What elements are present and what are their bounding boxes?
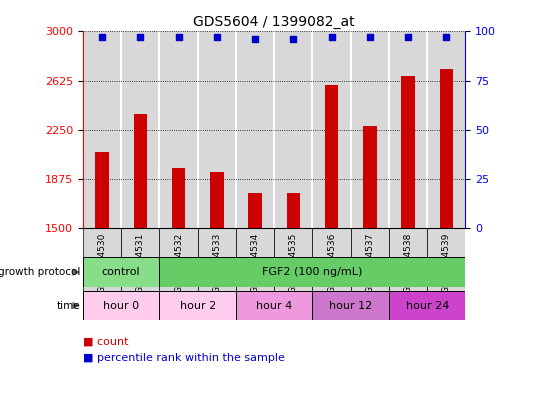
Bar — [389, 291, 465, 320]
Text: GSM1224537: GSM1224537 — [365, 233, 374, 294]
Point — [442, 34, 450, 40]
Bar — [389, 228, 427, 299]
Bar — [134, 114, 147, 228]
Bar — [83, 291, 159, 320]
Bar — [363, 126, 377, 228]
Point — [327, 34, 336, 40]
Point — [212, 34, 221, 40]
Bar — [236, 31, 274, 228]
Text: time: time — [57, 301, 80, 310]
Bar — [121, 228, 159, 299]
Text: GSM1224530: GSM1224530 — [97, 233, 106, 294]
Bar — [274, 31, 312, 228]
Bar — [287, 193, 300, 228]
Bar — [389, 31, 427, 228]
Text: control: control — [102, 267, 141, 277]
Text: ■ count: ■ count — [83, 337, 128, 347]
Bar — [159, 31, 198, 228]
Bar — [83, 228, 121, 299]
Text: GSM1224534: GSM1224534 — [250, 233, 259, 294]
Text: GSM1224533: GSM1224533 — [212, 233, 221, 294]
Bar — [159, 228, 198, 299]
Bar — [351, 228, 389, 299]
Bar — [236, 291, 312, 320]
Text: hour 4: hour 4 — [256, 301, 292, 310]
Point — [365, 34, 374, 40]
Bar — [83, 257, 159, 287]
Bar — [274, 228, 312, 299]
Bar — [312, 291, 389, 320]
Point — [404, 34, 412, 40]
Title: GDS5604 / 1399082_at: GDS5604 / 1399082_at — [193, 15, 355, 29]
Text: GSM1224531: GSM1224531 — [136, 233, 145, 294]
Text: hour 24: hour 24 — [406, 301, 449, 310]
Point — [289, 36, 297, 42]
Text: GSM1224538: GSM1224538 — [403, 233, 412, 294]
Text: hour 12: hour 12 — [329, 301, 372, 310]
Bar — [83, 31, 121, 228]
Text: hour 0: hour 0 — [103, 301, 139, 310]
Text: hour 2: hour 2 — [180, 301, 216, 310]
Text: GSM1224532: GSM1224532 — [174, 233, 183, 294]
Text: FGF2 (100 ng/mL): FGF2 (100 ng/mL) — [262, 267, 363, 277]
Bar — [325, 85, 338, 228]
Text: growth protocol: growth protocol — [0, 267, 80, 277]
Bar — [427, 228, 465, 299]
Text: ■ percentile rank within the sample: ■ percentile rank within the sample — [83, 353, 285, 363]
Point — [98, 34, 106, 40]
Point — [251, 36, 259, 42]
Bar — [312, 31, 351, 228]
Bar — [427, 31, 465, 228]
Bar — [312, 228, 351, 299]
Bar — [172, 168, 185, 228]
Text: GSM1224536: GSM1224536 — [327, 233, 336, 294]
Point — [136, 34, 144, 40]
Bar — [95, 152, 109, 228]
Bar — [198, 31, 236, 228]
Bar — [159, 291, 236, 320]
Point — [174, 34, 183, 40]
Text: GSM1224535: GSM1224535 — [289, 233, 298, 294]
Bar — [198, 228, 236, 299]
Bar — [236, 228, 274, 299]
Bar — [159, 257, 465, 287]
Text: GSM1224539: GSM1224539 — [442, 233, 451, 294]
Bar — [210, 172, 224, 228]
Bar — [440, 70, 453, 228]
Bar — [351, 31, 389, 228]
Bar — [401, 76, 415, 228]
Bar — [248, 193, 262, 228]
Bar — [121, 31, 159, 228]
